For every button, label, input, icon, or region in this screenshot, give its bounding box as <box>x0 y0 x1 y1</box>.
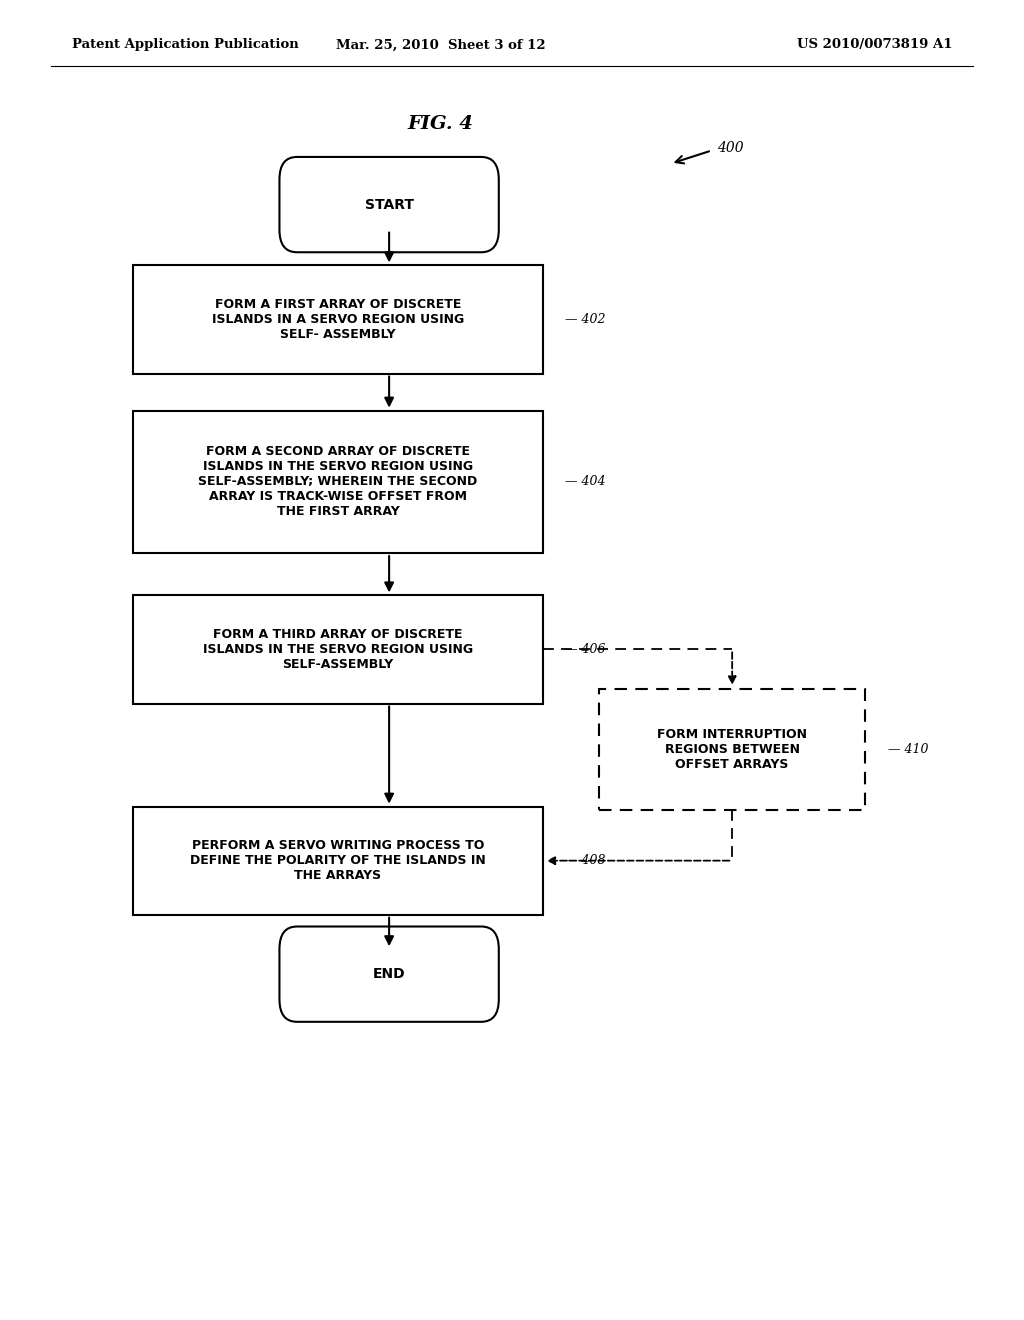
Text: END: END <box>373 968 406 981</box>
Text: FORM A SECOND ARRAY OF DISCRETE
ISLANDS IN THE SERVO REGION USING
SELF-ASSEMBLY;: FORM A SECOND ARRAY OF DISCRETE ISLANDS … <box>199 445 477 519</box>
FancyBboxPatch shape <box>133 595 543 704</box>
Text: US 2010/0073819 A1: US 2010/0073819 A1 <box>797 38 952 51</box>
Text: — 408: — 408 <box>565 854 606 867</box>
Text: FORM A FIRST ARRAY OF DISCRETE
ISLANDS IN A SERVO REGION USING
SELF- ASSEMBLY: FORM A FIRST ARRAY OF DISCRETE ISLANDS I… <box>212 298 464 341</box>
Text: — 404: — 404 <box>565 475 606 488</box>
Text: PERFORM A SERVO WRITING PROCESS TO
DEFINE THE POLARITY OF THE ISLANDS IN
THE ARR: PERFORM A SERVO WRITING PROCESS TO DEFIN… <box>190 840 485 882</box>
Text: Patent Application Publication: Patent Application Publication <box>72 38 298 51</box>
FancyBboxPatch shape <box>599 689 865 810</box>
FancyBboxPatch shape <box>133 265 543 374</box>
Text: — 402: — 402 <box>565 313 606 326</box>
FancyBboxPatch shape <box>133 411 543 553</box>
Text: START: START <box>365 198 414 211</box>
FancyBboxPatch shape <box>280 927 499 1022</box>
FancyBboxPatch shape <box>133 807 543 915</box>
Text: 400: 400 <box>717 141 743 154</box>
FancyBboxPatch shape <box>280 157 499 252</box>
Text: FORM A THIRD ARRAY OF DISCRETE
ISLANDS IN THE SERVO REGION USING
SELF-ASSEMBLY: FORM A THIRD ARRAY OF DISCRETE ISLANDS I… <box>203 628 473 671</box>
Text: — 406: — 406 <box>565 643 606 656</box>
Text: — 410: — 410 <box>888 743 929 756</box>
Text: FORM INTERRUPTION
REGIONS BETWEEN
OFFSET ARRAYS: FORM INTERRUPTION REGIONS BETWEEN OFFSET… <box>657 729 807 771</box>
Text: Mar. 25, 2010  Sheet 3 of 12: Mar. 25, 2010 Sheet 3 of 12 <box>336 38 545 51</box>
Text: FIG. 4: FIG. 4 <box>408 115 473 133</box>
